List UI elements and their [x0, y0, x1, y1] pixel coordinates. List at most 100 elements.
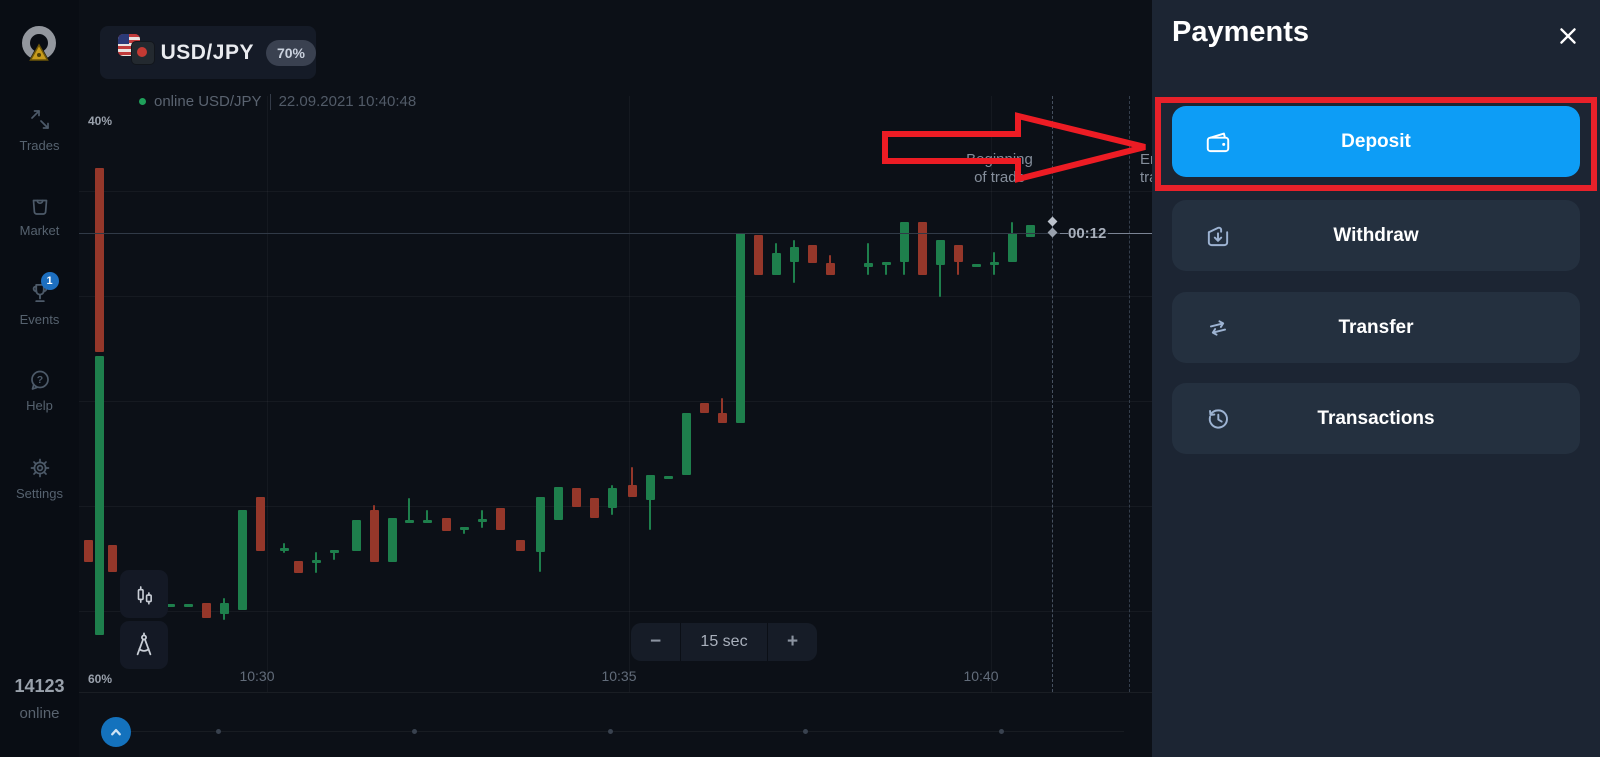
online-dot-icon	[139, 98, 146, 105]
expand-panel-button[interactable]	[101, 717, 131, 747]
candle	[772, 253, 781, 275]
price-marker-diamond	[1047, 216, 1058, 227]
sidebar-item-label: Settings	[16, 486, 63, 501]
candle	[370, 510, 379, 562]
trade-start-line	[1052, 96, 1053, 692]
compass-icon	[136, 632, 152, 656]
market-icon	[32, 199, 47, 215]
sidebar-item-help[interactable]: ? Help	[0, 368, 79, 413]
svg-text:?: ?	[36, 374, 42, 386]
candle	[590, 498, 599, 518]
online-counter: 14123 online	[0, 676, 79, 722]
candle	[608, 488, 617, 508]
sidebar-item-settings[interactable]: Settings	[0, 456, 79, 501]
y-axis-label-top: 40%	[88, 114, 113, 128]
candle	[312, 560, 321, 563]
chart-type-button[interactable]	[120, 570, 168, 618]
gridline	[79, 611, 1152, 612]
candle	[790, 247, 799, 262]
status-row: online USD/JPY 22.09.2021 10:40:48	[139, 93, 416, 110]
sidebar: Trades Market 1 Events	[0, 0, 79, 757]
chart-scroll-track[interactable]	[124, 731, 1124, 732]
candle	[238, 510, 247, 610]
candle-wick	[721, 398, 723, 423]
candle	[405, 520, 414, 523]
candle	[864, 263, 873, 267]
gridline	[629, 96, 630, 692]
candle	[918, 222, 927, 275]
help-icon: ?	[30, 370, 49, 390]
withdraw-button[interactable]: Withdraw	[1172, 200, 1580, 271]
current-price-line	[79, 233, 1152, 234]
sidebar-item-market[interactable]: Market	[0, 193, 79, 238]
sidebar-item-trades[interactable]: Trades	[0, 108, 79, 153]
candle	[1026, 225, 1035, 237]
transactions-button[interactable]: Transactions	[1172, 383, 1580, 454]
candle	[294, 561, 303, 573]
candle	[166, 604, 175, 607]
deposit-button[interactable]: Deposit	[1172, 106, 1580, 177]
settings-icon	[30, 458, 49, 478]
candle	[572, 488, 581, 507]
currency-pair-tab[interactable]: USD/JPY 70%	[100, 26, 316, 79]
chevron-up-icon	[111, 728, 121, 736]
candle	[990, 262, 999, 265]
timeframe-increase-button[interactable]: +	[786, 631, 799, 652]
x-tick: 10:30	[239, 668, 275, 684]
chart-area: USD/JPY 70% online USD/JPY 22.09.2021 10…	[79, 0, 1152, 757]
candle	[1008, 233, 1017, 262]
scroll-dot	[412, 729, 417, 734]
trade-timer: 00:12	[1068, 225, 1107, 242]
wallet-icon	[1204, 128, 1232, 156]
gridline	[79, 296, 1152, 297]
transfer-button[interactable]: Transfer	[1172, 292, 1580, 363]
panel-title: Payments	[1172, 16, 1310, 48]
candle	[184, 604, 193, 607]
candle	[554, 487, 563, 520]
candle	[516, 540, 525, 551]
candle	[808, 245, 817, 263]
candle	[664, 476, 673, 479]
timeframe-decrease-button[interactable]: −	[649, 631, 662, 652]
x-tick: 10:35	[601, 668, 637, 684]
candle-wick	[885, 262, 887, 275]
sidebar-item-label: Market	[19, 223, 60, 238]
candle	[646, 475, 655, 500]
price-line-segment	[1108, 233, 1152, 234]
candle-wick	[463, 527, 465, 534]
transfer-icon	[1204, 314, 1232, 342]
candle	[682, 413, 691, 475]
close-button[interactable]	[1556, 24, 1580, 48]
sidebar-item-events[interactable]: 1 Events	[0, 272, 79, 327]
candle	[700, 403, 709, 413]
timeframe-control: − 15 sec +	[631, 623, 817, 661]
candle	[736, 233, 745, 423]
candle	[95, 168, 104, 352]
candle	[936, 240, 945, 265]
candle	[352, 520, 361, 551]
trade-end-line	[1129, 96, 1130, 692]
candlestick-icon	[137, 586, 152, 605]
candle	[882, 262, 891, 265]
candle	[478, 519, 487, 522]
x-axis-line	[79, 692, 1152, 693]
sidebar-item-label: Events	[19, 312, 60, 327]
sidebar-item-label: Help	[26, 398, 53, 413]
candle	[220, 603, 229, 614]
logo-icon	[22, 26, 56, 64]
candle	[954, 245, 963, 262]
candle	[423, 520, 432, 523]
trade-start-label: Beginning of trade	[966, 151, 1033, 186]
timeframe-value[interactable]: 15 sec	[700, 633, 748, 650]
app-logo[interactable]	[16, 22, 62, 68]
online-count: 14123	[14, 676, 65, 696]
price-marker-diamond	[1047, 227, 1058, 238]
candle	[754, 235, 763, 275]
payout-badge: 70%	[265, 39, 316, 66]
candle	[536, 497, 545, 552]
candle	[900, 222, 909, 262]
drawing-tools-button[interactable]	[120, 621, 168, 669]
gridline	[267, 96, 268, 692]
events-icon	[32, 283, 47, 303]
